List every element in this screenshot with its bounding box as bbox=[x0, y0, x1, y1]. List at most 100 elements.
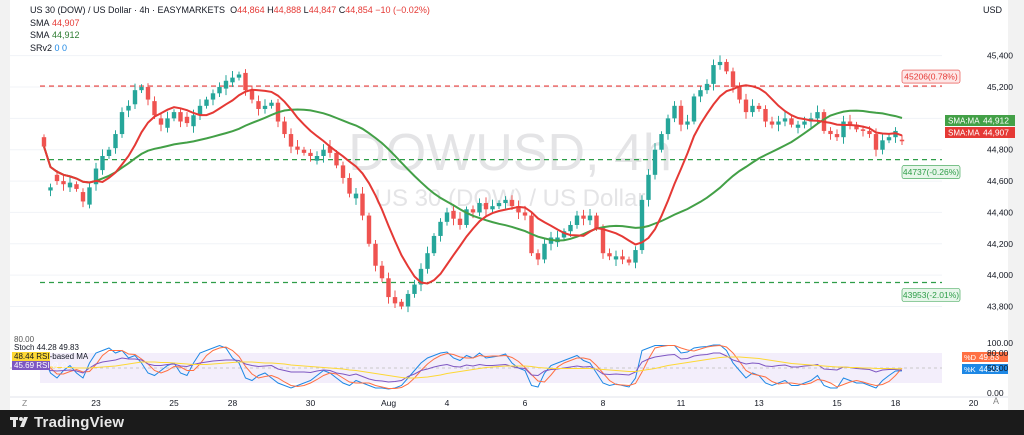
candle-body bbox=[873, 134, 879, 150]
osc-tick-label: 80.00 bbox=[987, 348, 1009, 358]
candle-body bbox=[451, 210, 456, 219]
tradingview-logo[interactable]: TradingView bbox=[10, 414, 124, 431]
currency-label[interactable]: USD bbox=[983, 5, 1003, 15]
indicator-value: 0 0 bbox=[54, 42, 68, 53]
osc-tick-label: 50.00 bbox=[987, 363, 1009, 373]
candle-body bbox=[685, 121, 690, 125]
footer-bar: TradingView bbox=[0, 410, 1024, 435]
candle-body bbox=[633, 250, 638, 263]
osc-legend-text: 45.69 RSI ∅ ∅ bbox=[14, 361, 68, 370]
candle-body bbox=[535, 253, 541, 260]
candle-body bbox=[41, 137, 47, 147]
price-tag-box bbox=[945, 127, 1015, 138]
candle-body bbox=[490, 206, 495, 210]
candle-body bbox=[743, 99, 749, 113]
candle-body bbox=[899, 139, 905, 142]
candle-body bbox=[457, 218, 463, 225]
indicator-sma-slow[interactable]: SMA 44,912 bbox=[30, 29, 430, 42]
x-tick-label: 11 bbox=[677, 398, 686, 408]
candle-body bbox=[854, 124, 859, 130]
candle-body bbox=[574, 215, 580, 225]
candle-body bbox=[737, 87, 742, 100]
osc-legend-swatch bbox=[12, 352, 50, 361]
candle-body bbox=[204, 99, 209, 106]
price-tag-value: 44,907 bbox=[983, 128, 1009, 138]
candle-body bbox=[379, 265, 385, 279]
candle-body bbox=[418, 268, 424, 285]
candle-body bbox=[834, 134, 840, 138]
candle-body bbox=[431, 235, 437, 254]
candle-body bbox=[386, 278, 391, 298]
x-tick-label: 25 bbox=[169, 398, 179, 408]
candle-body bbox=[67, 182, 73, 188]
ohlc-change: −10 (−0.02%) bbox=[375, 5, 430, 15]
candle-body bbox=[61, 181, 66, 185]
candle-body bbox=[724, 61, 729, 72]
osc-badge-value: 44.28 bbox=[979, 365, 1000, 374]
indicator-sma-fast[interactable]: SMA 44,907 bbox=[30, 17, 430, 30]
candle-body bbox=[704, 83, 710, 91]
candle-body bbox=[802, 121, 807, 125]
candle-body bbox=[730, 71, 736, 88]
candle-body bbox=[659, 134, 664, 150]
indicator-srv2[interactable]: SRv2 0 0 bbox=[30, 42, 430, 55]
level-label-box bbox=[901, 288, 961, 302]
price-tick-label: 44,000 bbox=[987, 270, 1013, 280]
candle-body bbox=[581, 215, 586, 219]
x-tick-label: 4 bbox=[445, 398, 450, 408]
symbol-row[interactable]: US 30 (DOW) / US Dollar · 4h · EASYMARKE… bbox=[30, 4, 430, 17]
candle-body bbox=[412, 284, 417, 294]
candle-body bbox=[503, 199, 508, 204]
candle-body bbox=[594, 215, 599, 229]
candle-body bbox=[600, 228, 606, 254]
candle-body bbox=[568, 224, 573, 232]
candle-body bbox=[334, 152, 339, 166]
osc-legend-swatch bbox=[12, 343, 50, 352]
ohlc-open-label: O bbox=[230, 5, 238, 15]
price-tick-label: 44,600 bbox=[987, 176, 1013, 186]
candle-body bbox=[880, 140, 885, 150]
level-label: 44737(-0.26%) bbox=[903, 167, 959, 177]
tradingview-icon bbox=[10, 417, 28, 427]
rsi-line bbox=[43, 352, 903, 383]
candle-body bbox=[587, 215, 593, 221]
candle-body bbox=[236, 74, 242, 78]
candle-body bbox=[477, 203, 482, 213]
auto-scale-icon[interactable]: A bbox=[993, 396, 1000, 406]
candle-body bbox=[561, 231, 567, 238]
x-tick-label: 23 bbox=[91, 398, 101, 408]
x-tick-label: 13 bbox=[754, 398, 764, 408]
level-label: 45206(0.78%) bbox=[904, 72, 958, 82]
candle-body bbox=[665, 118, 671, 135]
candle-body bbox=[763, 108, 768, 122]
x-tick-label: 30 bbox=[306, 398, 316, 408]
candle-body bbox=[769, 121, 775, 125]
candle-body bbox=[756, 105, 762, 109]
level-label-box bbox=[901, 69, 961, 84]
rsi-ma-line bbox=[44, 356, 903, 379]
candle-body bbox=[750, 105, 755, 113]
osc-badge-label bbox=[962, 364, 976, 374]
candle-body bbox=[288, 134, 294, 147]
candle-body bbox=[886, 137, 892, 141]
candle-body bbox=[249, 90, 255, 100]
ohlc-high: 44,888 bbox=[273, 5, 302, 15]
candle-body bbox=[171, 112, 177, 119]
candle-body bbox=[100, 156, 105, 171]
candle-body bbox=[113, 134, 118, 149]
x-tick-label: Aug bbox=[381, 398, 396, 408]
candle-body bbox=[184, 116, 190, 124]
osc-legend-swatch bbox=[12, 361, 50, 370]
price-tag-name: SMA:MA bbox=[948, 117, 980, 126]
candle-body bbox=[626, 259, 632, 263]
candle-body bbox=[191, 115, 196, 127]
candle-body bbox=[314, 156, 320, 161]
candle-body bbox=[789, 118, 794, 125]
candle-body bbox=[652, 149, 658, 175]
price-chart[interactable]: DOWUSD, 4h US 30 (DOW) / US Dollar 45206… bbox=[0, 0, 1024, 410]
candle-body bbox=[119, 112, 125, 135]
candle-body bbox=[360, 193, 365, 216]
candle-body bbox=[132, 90, 138, 105]
candle-body bbox=[145, 87, 151, 100]
candle-body bbox=[54, 174, 60, 182]
